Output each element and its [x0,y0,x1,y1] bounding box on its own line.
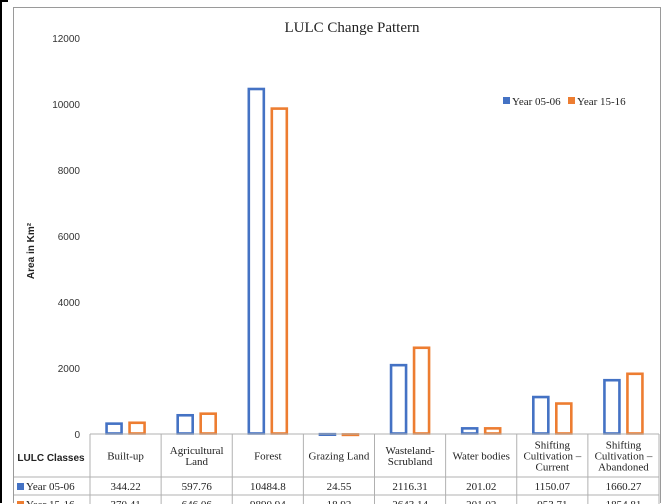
chart-area: LULC Change Pattern Area in Km² 0 2000 400… [13,7,661,504]
category-label: Shifting Cultivation – Current [523,440,581,474]
data-table: LULC Classes Built-up Agricultural Land Fore… [14,433,660,504]
data-label: 10484.8 [250,481,286,493]
table-row-label: Year 05-06 [26,481,75,493]
category-label: Built-up [107,451,144,463]
category-label: Agricultural Land [170,445,224,468]
legend: Year 05-06 Year 15-16 [503,96,626,108]
chart-title: LULC Change Pattern [285,20,420,36]
y-axis-ticks: 0 2000 4000 6000 8000 10000 12000 [52,34,80,441]
y-tick-label: 4000 [58,298,81,309]
bar [603,378,621,435]
category-label: Forest [254,451,282,463]
data-label: 24.55 [327,481,352,493]
bar [532,395,550,435]
table-legend-swatch [17,483,24,490]
data-label: 18.92 [327,499,352,504]
data-label: 370.41 [110,499,140,504]
data-label: 201.02 [466,481,496,493]
category-label: Grazing Land [309,451,370,463]
category-label: Water bodies [452,451,509,463]
bar [199,412,217,435]
data-label: 953.71 [537,499,567,504]
data-label: 1660.27 [606,481,642,493]
y-tick-label: 2000 [58,364,81,375]
y-axis-label: Area in Km² [26,222,37,279]
legend-swatch [568,97,575,104]
table-row-label: Year 15-16 [26,499,75,504]
data-label: 1150.07 [535,481,571,493]
left-border-line [0,0,2,503]
bar [412,346,431,435]
data-label: 344.22 [110,481,140,493]
bar [483,427,502,435]
data-label: 2116.31 [392,481,427,493]
bar [176,413,194,435]
bar [105,422,123,435]
data-label: 1854.81 [606,499,642,504]
legend-label: Year 15-16 [577,96,626,108]
left-border-tick [2,0,8,2]
legend-swatch [503,97,510,104]
bar [128,421,146,435]
bar [460,427,479,435]
bar [555,402,573,435]
table-header-label: LULC Classes [17,453,85,464]
data-label: 597.76 [182,481,213,493]
data-label: 2643.14 [392,499,428,504]
bar [247,87,266,435]
category-label: Wasteland-Scrubland [385,445,435,468]
data-label: 9890.94 [250,499,286,504]
bar [389,363,408,435]
y-tick-label: 6000 [58,232,81,243]
data-label: 646.06 [182,499,213,504]
y-tick-label: 10000 [52,100,80,111]
y-tick-label: 0 [74,430,80,441]
legend-label: Year 05-06 [512,96,561,108]
y-tick-label: 8000 [58,166,81,177]
category-label: Shifting Cultivation – Abandoned [595,440,653,474]
data-label: 201.02 [466,499,496,504]
bars-group [105,87,644,437]
y-tick-label: 12000 [52,34,80,45]
bar [270,107,289,435]
chart-canvas: LULC Change Pattern Area in Km² 0 2000 400… [14,20,660,504]
bar [626,372,644,435]
